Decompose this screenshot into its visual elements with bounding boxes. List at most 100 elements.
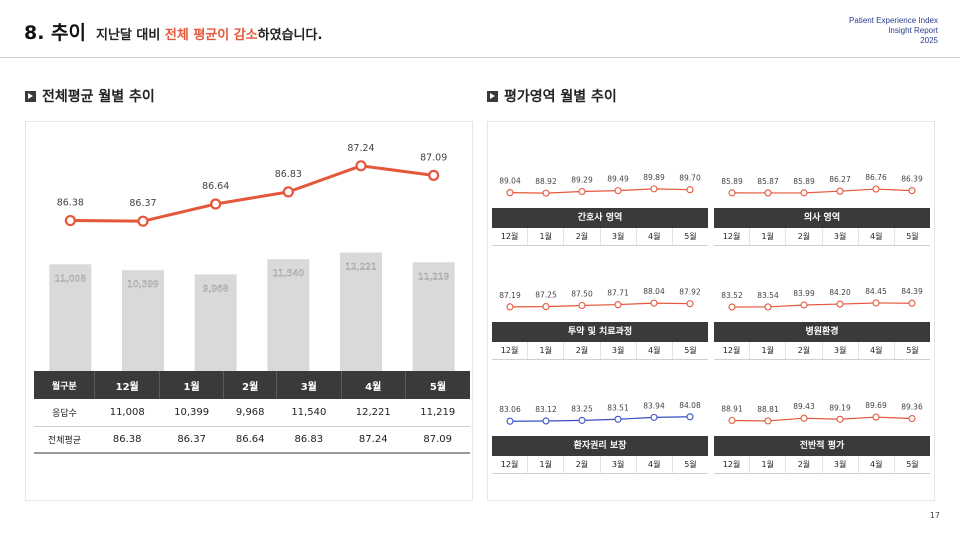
area-point bbox=[764, 417, 772, 425]
area-value-label: 86.27 bbox=[829, 175, 851, 184]
response-bar bbox=[412, 262, 455, 371]
month-cell: 1월 bbox=[749, 342, 785, 359]
area-value-label: 84.39 bbox=[901, 287, 923, 296]
table-cell: 11,540 bbox=[276, 399, 342, 427]
average-point bbox=[355, 160, 367, 172]
left-section-title: 전체평균 월별 추이 bbox=[42, 89, 155, 105]
average-line bbox=[70, 164, 434, 223]
month-cell: 12월 bbox=[500, 232, 519, 241]
area-value-label: 84.08 bbox=[679, 401, 701, 410]
monthly-table: 월구분 12월 1월 2월 3월 4월 5월 응답수 11,008 10,399… bbox=[34, 371, 470, 454]
area-months-row: 12월 1월 2월 3월 4월 5월 bbox=[492, 342, 708, 360]
month-cell: 5월 bbox=[671, 456, 708, 473]
month-cell: 3월 bbox=[821, 342, 858, 359]
average-value-label: 86.83 bbox=[275, 169, 302, 180]
area-line bbox=[731, 302, 913, 308]
table-month-header: 12월 bbox=[94, 371, 160, 399]
area-value-label: 85.89 bbox=[721, 177, 743, 186]
month-cell: 1월 bbox=[527, 228, 563, 245]
area-title: 병원환경 bbox=[714, 322, 930, 342]
area-value-label: 89.19 bbox=[829, 403, 851, 412]
month-cell: 4월 bbox=[635, 456, 672, 473]
area-point bbox=[872, 299, 880, 307]
overall-trend-panel: 11,008 10,399 9,968 11,540 12,221 11,219 86.38… bbox=[25, 121, 473, 501]
area-line bbox=[509, 188, 691, 194]
table-row-label: 전체평균 bbox=[34, 426, 95, 454]
area-point bbox=[800, 414, 808, 422]
area-point bbox=[650, 299, 658, 307]
area-title: 간호사 영역 bbox=[492, 208, 708, 228]
average-point bbox=[282, 186, 294, 198]
table-cell: 86.83 bbox=[276, 426, 342, 454]
area-point bbox=[578, 416, 586, 424]
table-cell: 86.64 bbox=[223, 426, 277, 454]
month-cell: 5월 bbox=[671, 228, 708, 245]
table-cell: 86.37 bbox=[159, 426, 224, 454]
month-cell: 4월 bbox=[857, 342, 894, 359]
area-point bbox=[764, 189, 772, 197]
mini-line-chart: 83.06 83.12 83.25 83.51 83.94 84.08 bbox=[499, 401, 701, 425]
month-cell: 3월 bbox=[821, 228, 858, 245]
area-point bbox=[908, 187, 916, 195]
area-value-label: 88.92 bbox=[535, 177, 557, 186]
area-value-label: 89.49 bbox=[607, 175, 629, 184]
month-cell: 5월 bbox=[671, 342, 708, 359]
table-cell: 12,221 bbox=[341, 399, 406, 427]
area-line bbox=[509, 416, 691, 422]
average-value-label: 87.24 bbox=[347, 143, 374, 154]
area-months-row: 12월 1월 2월 3월 4월 5월 bbox=[492, 228, 708, 246]
area-point bbox=[650, 185, 658, 193]
report-brand: Patient Experience Index Insight Report … bbox=[849, 16, 938, 46]
area-months-row: 12월 1월 2월 3월 4월 5월 bbox=[714, 456, 930, 474]
month-cell: 4월 bbox=[635, 228, 672, 245]
subtitle-highlight: 전체 평균이 감소 bbox=[164, 28, 258, 43]
month-cell: 1월 bbox=[749, 456, 785, 473]
table-month-header: 2월 bbox=[223, 371, 277, 399]
area-value-label: 83.52 bbox=[721, 291, 743, 300]
area-months-row: 12월 1월 2월 3월 4월 5월 bbox=[492, 456, 708, 474]
area-line bbox=[731, 188, 913, 194]
table-corner-header: 월구분 bbox=[34, 371, 95, 399]
area-point bbox=[800, 189, 808, 197]
bar-value-label: 11,219 bbox=[418, 272, 450, 282]
table-month-header: 3월 bbox=[276, 371, 342, 399]
month-cell: 1월 bbox=[527, 456, 563, 473]
average-point bbox=[428, 169, 440, 181]
area-value-label: 86.76 bbox=[865, 173, 887, 182]
right-section-title: 평가영역 월별 추이 bbox=[504, 89, 617, 105]
area-point bbox=[800, 301, 808, 309]
month-cell: 3월 bbox=[599, 342, 636, 359]
area-point bbox=[728, 416, 736, 425]
area-value-label: 84.45 bbox=[865, 287, 887, 296]
bar-value-label: 9,968 bbox=[203, 284, 229, 294]
month-cell: 5월 bbox=[893, 456, 930, 473]
subtitle-pre: 지난달 대비 bbox=[96, 28, 165, 43]
bar-value-label: 12,221 bbox=[345, 263, 377, 273]
area-value-label: 89.69 bbox=[865, 401, 887, 410]
area-trend-panel: 89.04 88.92 89.29 89.49 89.89 89.70 간호사 영역 12… bbox=[487, 121, 935, 501]
response-bar bbox=[267, 259, 310, 371]
area-months-row: 12월 1월 2월 3월 4월 5월 bbox=[714, 342, 930, 360]
mini-line-chart: 85.89 85.87 85.89 86.27 86.76 86.39 bbox=[721, 173, 923, 197]
table-cell: 87.09 bbox=[405, 426, 470, 454]
area-value-label: 89.70 bbox=[679, 174, 701, 183]
mini-line-chart: 83.52 83.54 83.99 84.20 84.45 84.39 bbox=[721, 287, 923, 311]
area-point bbox=[650, 413, 658, 421]
response-bar bbox=[122, 270, 164, 371]
area-point bbox=[542, 303, 550, 311]
area-point bbox=[686, 300, 694, 308]
month-cell: 12월 bbox=[722, 232, 741, 241]
subtitle-post: 하였습니다. bbox=[257, 28, 323, 43]
area-value-label: 89.36 bbox=[901, 403, 923, 412]
area-point bbox=[686, 186, 694, 194]
bar-value-label: 10,399 bbox=[127, 280, 159, 290]
area-point bbox=[542, 417, 550, 425]
area-value-label: 87.25 bbox=[535, 291, 557, 300]
area-point bbox=[836, 300, 844, 308]
bar-value-label: 11,008 bbox=[55, 274, 87, 284]
month-cell: 4월 bbox=[857, 228, 894, 245]
area-line bbox=[509, 302, 691, 308]
average-point bbox=[137, 215, 149, 227]
area-value-label: 83.99 bbox=[793, 289, 815, 298]
average-point bbox=[64, 214, 76, 227]
